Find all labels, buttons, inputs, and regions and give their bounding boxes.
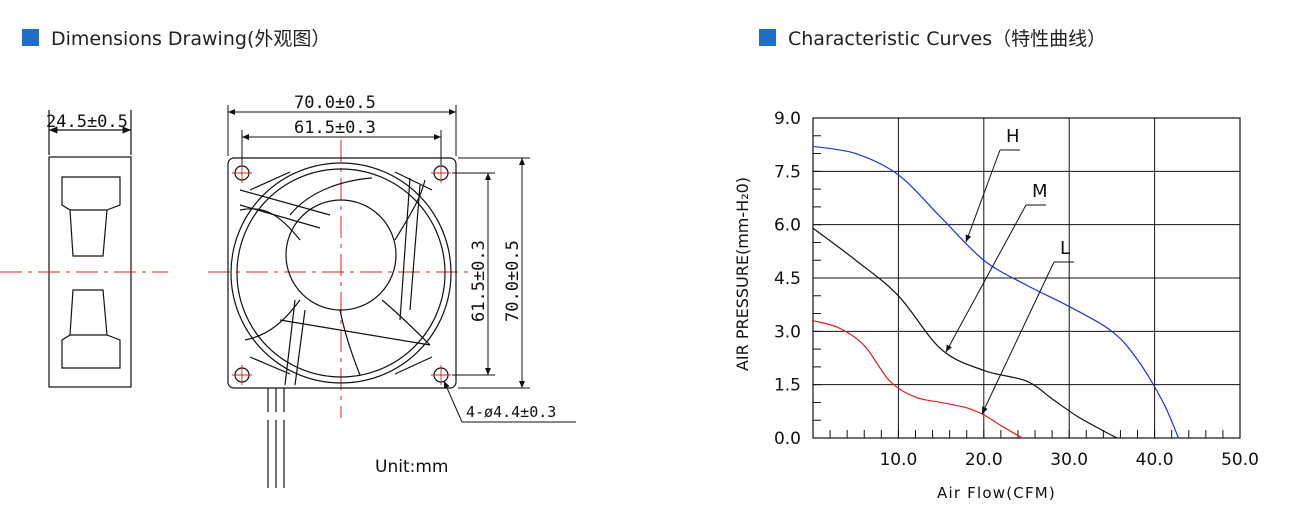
series-label-l: L bbox=[1060, 238, 1070, 259]
series-leader-arrow bbox=[965, 149, 1001, 243]
x-tick-label: 10.0 bbox=[879, 450, 917, 470]
series-leader-arrow bbox=[945, 204, 1027, 353]
front-view bbox=[227, 157, 457, 389]
series-leader-arrow bbox=[981, 261, 1055, 415]
hole-center-marks bbox=[232, 163, 451, 385]
x-tick-label: 50.0 bbox=[1221, 450, 1259, 470]
series-line-m bbox=[812, 227, 1118, 439]
x-tick-label: 20.0 bbox=[965, 450, 1003, 470]
curves-title: Characteristic Curves（特性曲线） bbox=[788, 28, 1107, 50]
dimensions-title: Dimensions Drawing(外观图） bbox=[51, 28, 331, 50]
hole-spacing-h-dimension: 61.5±0.3 bbox=[294, 118, 376, 138]
x-axis-label: Air Flow(CFM) bbox=[937, 484, 1056, 502]
front-dimension-lines bbox=[227, 105, 576, 423]
series-label-m: M bbox=[1032, 181, 1048, 202]
y-tick-label: 9.0 bbox=[774, 109, 801, 129]
center-lines bbox=[0, 140, 470, 418]
blue-square-icon bbox=[759, 29, 776, 46]
side-view bbox=[48, 110, 132, 388]
y-tick-label: 4.5 bbox=[774, 269, 801, 289]
y-tick-label: 6.0 bbox=[774, 216, 801, 236]
y-tick-label: 7.5 bbox=[774, 162, 801, 182]
dimensions-header: Dimensions Drawing(外观图） bbox=[22, 24, 330, 51]
series-label-h: H bbox=[1006, 126, 1020, 147]
cable bbox=[267, 388, 285, 488]
series-line-l bbox=[812, 320, 1023, 439]
outer-height-dimension: 70.0±0.5 bbox=[503, 240, 523, 322]
hole-spacing-v-dimension: 61.5±0.3 bbox=[469, 240, 489, 322]
y-axis-label: AIR PRESSURE(mm-H₂0) bbox=[733, 177, 752, 371]
unit-label: Unit:mm bbox=[375, 457, 448, 477]
curves-header: Characteristic Curves（特性曲线） bbox=[759, 24, 1106, 51]
x-tick-label: 40.0 bbox=[1136, 450, 1174, 470]
depth-dimension: 24.5±0.5 bbox=[46, 112, 128, 132]
outer-width-dimension: 70.0±0.5 bbox=[294, 93, 376, 113]
characteristic-chart: 10.0 20.0 30.0 40.0 50.0 0.0 1.5 3.0 4.5 6.0 7.5 9.… bbox=[733, 109, 1259, 502]
y-tick-label: 1.5 bbox=[774, 376, 801, 396]
y-tick-label: 0.0 bbox=[774, 429, 801, 449]
holes-dimension: 4-ø4.4±0.3 bbox=[466, 403, 556, 421]
x-tick-label: 30.0 bbox=[1050, 450, 1088, 470]
blue-square-icon bbox=[22, 29, 39, 46]
y-tick-label: 3.0 bbox=[774, 322, 801, 342]
series-line-h bbox=[812, 145, 1180, 439]
